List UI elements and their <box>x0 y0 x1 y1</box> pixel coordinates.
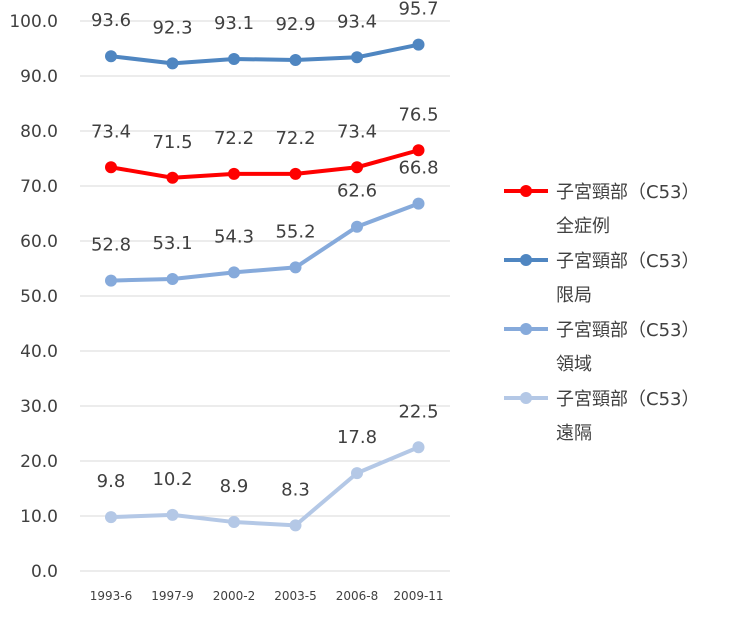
data-label: 54.3 <box>214 226 254 247</box>
legend-label: 子宮頸部（C53） <box>556 251 699 272</box>
y-tick-label: 100.0 <box>9 12 58 32</box>
data-point <box>105 511 117 524</box>
data-label: 93.6 <box>91 10 131 31</box>
legend-label: 子宮頸部（C53） <box>556 320 699 341</box>
data-point <box>412 144 425 157</box>
data-point <box>105 161 117 174</box>
data-label: 8.3 <box>281 479 310 500</box>
data-label: 10.2 <box>152 469 192 490</box>
y-tick-label: 70.0 <box>20 177 58 197</box>
data-label: 76.5 <box>398 104 438 125</box>
data-label: 22.5 <box>398 401 438 422</box>
y-tick-label: 40.0 <box>20 342 58 362</box>
y-tick-label: 50.0 <box>20 287 58 307</box>
legend-label: 限局 <box>556 285 592 306</box>
data-point <box>289 167 302 180</box>
x-tick-label: 2003-5 <box>274 589 317 603</box>
data-label: 62.6 <box>337 181 377 202</box>
data-point <box>289 519 302 532</box>
y-tick-label: 20.0 <box>20 452 58 472</box>
data-label: 72.2 <box>214 128 254 149</box>
legend-label: 遠隔 <box>556 423 592 444</box>
series-line <box>109 445 421 528</box>
y-tick-label: 0.0 <box>31 562 58 582</box>
data-point <box>412 441 425 454</box>
legend-swatch-marker <box>520 254 532 266</box>
legend-label: 子宮頸部（C53） <box>556 182 699 203</box>
data-label: 8.9 <box>220 476 249 497</box>
data-label: 72.2 <box>275 128 315 149</box>
legend: 子宮頸部（C53）全症例子宮頸部（C53）限局子宮頸部（C53）領域子宮頸部（C… <box>504 182 699 444</box>
data-point <box>166 171 179 184</box>
data-label: 93.1 <box>214 13 254 34</box>
y-tick-label: 90.0 <box>20 67 58 87</box>
legend-swatch-marker <box>520 392 532 404</box>
legend-label: 領域 <box>556 354 592 375</box>
legend-swatch-marker <box>520 185 532 197</box>
data-point <box>289 261 302 274</box>
data-point <box>166 57 179 70</box>
data-label: 73.4 <box>91 121 131 142</box>
y-tick-label: 80.0 <box>20 122 58 142</box>
gridlines <box>80 20 450 572</box>
legend-label: 全症例 <box>556 216 610 237</box>
data-point <box>412 38 425 51</box>
data-point <box>351 467 363 480</box>
data-label: 52.8 <box>91 235 131 256</box>
series-line <box>109 148 421 180</box>
data-point <box>289 54 302 67</box>
data-point <box>351 51 363 64</box>
data-point <box>166 508 179 521</box>
data-point <box>351 220 363 233</box>
legend-swatch-marker <box>520 323 532 335</box>
data-point <box>228 52 240 65</box>
y-tick-label: 10.0 <box>20 507 58 527</box>
data-point <box>105 50 117 63</box>
data-label: 17.8 <box>337 427 377 448</box>
x-tick-label: 2009-11 <box>393 589 443 603</box>
series-line <box>109 201 421 283</box>
data-label: 53.1 <box>152 233 192 254</box>
data-label: 73.4 <box>337 121 377 142</box>
x-tick-label: 2000-2 <box>213 589 256 603</box>
y-axis: 0.0 10.0 20.0 30.0 40.0 50.0 60.0 70.0 80.0 90.0 1… <box>9 12 58 582</box>
y-tick-label: 60.0 <box>20 232 58 252</box>
x-axis: 1993-6 1997-9 2000-2 2003-5 2006-8 2009-11 <box>90 589 444 603</box>
data-point <box>105 274 117 287</box>
data-labels: 73.4 71.5 72.2 72.2 73.4 76.5 93.6 92.3 93.1 92.9… <box>91 0 439 500</box>
x-tick-label: 2006-8 <box>336 589 379 603</box>
data-point <box>166 272 179 285</box>
y-tick-label: 30.0 <box>20 397 58 417</box>
series-group <box>105 38 425 532</box>
data-point <box>228 266 240 279</box>
data-label: 9.8 <box>97 471 126 492</box>
data-point <box>351 161 363 174</box>
data-point <box>228 516 240 529</box>
data-label: 66.8 <box>398 158 438 179</box>
series-line <box>109 42 421 66</box>
legend-label: 子宮頸部（C53） <box>556 389 699 410</box>
x-tick-label: 1997-9 <box>151 589 194 603</box>
data-label: 92.9 <box>275 14 315 35</box>
x-tick-label: 1993-6 <box>90 589 133 603</box>
data-label: 95.7 <box>398 0 438 20</box>
data-label: 55.2 <box>275 221 315 242</box>
data-label: 93.4 <box>337 11 377 32</box>
data-point <box>228 167 240 180</box>
data-label: 71.5 <box>152 132 192 153</box>
data-label: 92.3 <box>152 17 192 38</box>
data-point <box>412 197 425 210</box>
